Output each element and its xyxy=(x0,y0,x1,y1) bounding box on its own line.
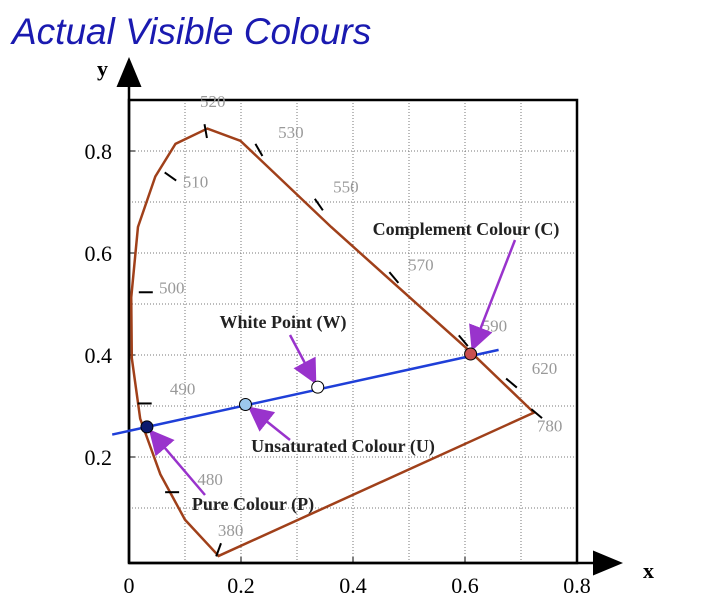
point-label: Unsaturated Colour (U) xyxy=(251,436,435,457)
wavelength-tick xyxy=(458,334,469,347)
annotation-arrow xyxy=(247,406,291,441)
x-tick-label: 0.4 xyxy=(339,573,367,598)
wavelength-tick xyxy=(505,377,518,389)
point-label: White Point (W) xyxy=(220,312,347,333)
wavelength-label: 500 xyxy=(159,278,185,297)
wavelength-tick xyxy=(164,171,177,182)
wavelength-label: 570 xyxy=(408,255,434,274)
x-tick-label: 0.6 xyxy=(451,573,479,598)
y-tick-label: 0.2 xyxy=(85,445,113,470)
colour-point xyxy=(140,420,154,434)
wavelength-tick xyxy=(388,271,400,284)
y-tick-label: 0.8 xyxy=(85,139,113,164)
y-tick-label: 0.4 xyxy=(85,343,113,368)
colour-point xyxy=(464,347,478,361)
wavelength-label: 590 xyxy=(482,317,508,336)
wavelength-tick xyxy=(314,198,324,211)
y-tick-label: 0.6 xyxy=(85,241,113,266)
wavelength-label: 510 xyxy=(183,173,209,192)
wavelength-label: 520 xyxy=(200,92,226,111)
x-tick-label: 0.2 xyxy=(227,573,255,598)
wavelength-tick xyxy=(254,143,264,157)
wavelength-tick xyxy=(215,542,222,557)
wavelength-label: 490 xyxy=(170,379,196,398)
wavelength-label: 550 xyxy=(333,178,359,197)
y-axis-label: y xyxy=(97,56,108,81)
x-axis-label: x xyxy=(643,558,654,583)
colour-point xyxy=(238,397,252,411)
chart-title: Actual Visible Colours xyxy=(10,11,371,52)
wavelength-tick xyxy=(203,124,208,139)
annotation-arrow xyxy=(288,334,317,385)
x-tick-label: 0.8 xyxy=(563,573,591,598)
wavelength-label: 530 xyxy=(278,123,304,142)
wavelength-label: 620 xyxy=(532,359,558,378)
x-tick-label: 0 xyxy=(124,573,135,598)
point-label: Complement Colour (C) xyxy=(373,219,560,240)
colour-point xyxy=(311,380,325,394)
wavelength-label: 380 xyxy=(218,521,244,540)
wavelength-tick xyxy=(530,408,543,419)
wavelength-label: 480 xyxy=(197,470,223,489)
mixing-line xyxy=(111,348,499,436)
annotation-arrow xyxy=(148,429,206,496)
wavelength-label: 780 xyxy=(537,417,563,436)
annotation-arrow xyxy=(469,239,517,352)
point-label: Pure Colour (P) xyxy=(192,494,314,515)
